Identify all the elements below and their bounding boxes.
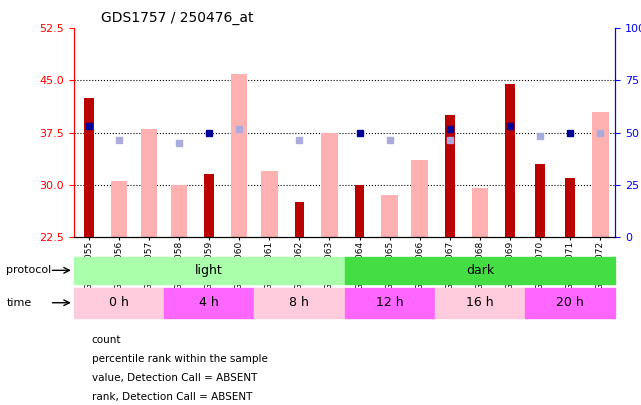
Text: 4 h: 4 h: [199, 296, 219, 309]
Bar: [111, 181, 127, 237]
Text: percentile rank within the sample: percentile rank within the sample: [92, 354, 267, 364]
Bar: [74, 288, 164, 318]
Text: time: time: [6, 298, 31, 308]
Text: 12 h: 12 h: [376, 296, 403, 309]
Bar: [472, 188, 488, 237]
Text: protocol: protocol: [6, 265, 52, 275]
Bar: [140, 129, 157, 237]
Bar: [231, 74, 247, 237]
Text: rank, Detection Call = ABSENT: rank, Detection Call = ABSENT: [92, 392, 252, 402]
Bar: [204, 174, 214, 237]
Bar: [381, 195, 398, 237]
Bar: [295, 202, 304, 237]
Text: GDS1757 / 250476_at: GDS1757 / 250476_at: [101, 11, 253, 25]
Bar: [412, 160, 428, 237]
Bar: [525, 288, 615, 318]
Text: 8 h: 8 h: [290, 296, 310, 309]
Bar: [505, 84, 515, 237]
Bar: [435, 288, 525, 318]
Bar: [565, 178, 575, 237]
Bar: [592, 112, 608, 237]
Text: 0 h: 0 h: [109, 296, 129, 309]
Text: value, Detection Call = ABSENT: value, Detection Call = ABSENT: [92, 373, 257, 383]
Bar: [84, 98, 94, 237]
Text: 20 h: 20 h: [556, 296, 584, 309]
Bar: [345, 288, 435, 318]
Text: 16 h: 16 h: [466, 296, 494, 309]
Bar: [445, 115, 454, 237]
Bar: [321, 133, 338, 237]
Text: count: count: [92, 335, 121, 345]
Bar: [345, 257, 615, 284]
Bar: [354, 185, 364, 237]
Bar: [171, 185, 187, 237]
Text: dark: dark: [466, 264, 494, 277]
Bar: [261, 171, 278, 237]
Bar: [164, 288, 254, 318]
Text: light: light: [196, 264, 223, 277]
Bar: [74, 257, 345, 284]
Bar: [254, 288, 345, 318]
Bar: [535, 164, 545, 237]
